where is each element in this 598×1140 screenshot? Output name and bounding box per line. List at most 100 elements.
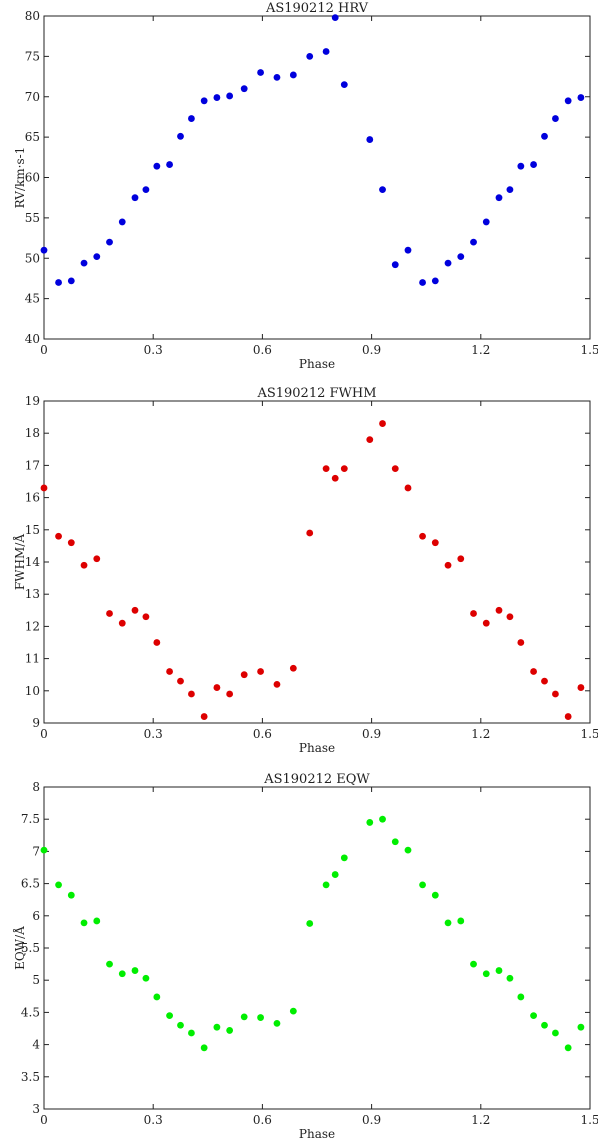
y-axis-label: EQW/Å	[12, 926, 27, 970]
data-point	[166, 1012, 173, 1020]
data-point	[419, 532, 426, 540]
data-point	[541, 132, 548, 140]
x-tick-label: 1.5	[580, 343, 598, 357]
data-point	[166, 668, 173, 675]
data-point	[55, 881, 62, 889]
y-tick-label: 70	[25, 90, 40, 104]
data-point	[564, 97, 572, 105]
data-point	[142, 974, 150, 982]
data-point	[331, 871, 339, 878]
data-point	[552, 115, 559, 122]
y-tick-label: 7.5	[21, 812, 40, 826]
data-point	[153, 993, 161, 1001]
data-point	[552, 690, 559, 698]
data-point	[564, 1044, 572, 1052]
data-point	[517, 639, 525, 646]
data-point	[188, 1029, 195, 1037]
x-tick-label: 1.2	[471, 727, 490, 741]
data-point	[131, 967, 139, 974]
data-point	[188, 115, 195, 122]
data-point	[366, 436, 374, 444]
data-point	[40, 484, 48, 492]
data-point	[240, 671, 248, 679]
data-point	[431, 891, 439, 899]
data-point	[577, 684, 585, 691]
x-tick-label: 0.9	[362, 727, 381, 741]
data-point	[506, 974, 514, 982]
data-point	[541, 1021, 548, 1029]
data-point	[391, 261, 399, 269]
data-point	[200, 1044, 208, 1052]
y-tick-label: 15	[25, 523, 40, 537]
data-point	[530, 161, 537, 168]
data-point	[366, 819, 374, 826]
data-point	[517, 162, 525, 170]
data-point	[340, 854, 348, 862]
data-point	[482, 970, 490, 978]
x-tick-label: 1.2	[471, 1113, 490, 1127]
data-point	[200, 713, 208, 720]
data-point	[67, 277, 75, 285]
y-tick-label: 18	[25, 426, 40, 440]
data-point	[153, 162, 161, 170]
data-point	[404, 484, 412, 492]
chart-eqw: 0 0.3 0.6 0.9 1.2 1.5 3 3.5 4 4.5 5 5.5 6 6.5 7 7.5 8 AS1…	[12, 772, 598, 1140]
data-point	[306, 920, 314, 927]
data-point	[93, 555, 101, 563]
data-point	[200, 97, 208, 105]
plot-frame	[43, 786, 591, 1110]
y-tick-label: 12	[25, 619, 40, 633]
data-point	[470, 960, 477, 968]
chart-title: AS190212 HRV	[265, 1, 369, 16]
data-point	[273, 680, 281, 688]
data-point	[306, 52, 314, 60]
data-point	[366, 136, 374, 143]
data-point	[331, 14, 339, 22]
x-tick-label: 0.6	[253, 727, 272, 741]
data-point	[419, 881, 426, 889]
data-point	[289, 664, 297, 672]
data-point	[166, 161, 173, 168]
x-tick-label: 1.5	[580, 1113, 598, 1127]
y-tick-label: 5	[32, 973, 40, 987]
y-tick-label: 50	[25, 251, 40, 265]
data-point	[240, 85, 248, 93]
data-point	[506, 186, 514, 194]
data-point	[118, 619, 126, 627]
data-point	[482, 218, 490, 226]
y-tick-label: 7	[32, 844, 40, 858]
data-point	[142, 613, 150, 621]
x-tick-label: 1.5	[580, 727, 598, 741]
x-tick-label: 0.3	[144, 1113, 163, 1127]
data-point	[273, 73, 281, 81]
x-tick-label: 1.2	[471, 343, 490, 357]
data-point	[80, 259, 88, 267]
y-tick-label: 8	[32, 780, 40, 794]
x-tick-label: 0	[40, 1113, 48, 1127]
y-tick-label: 14	[25, 555, 41, 569]
y-tick-label: 9	[32, 716, 40, 730]
data-point	[106, 960, 113, 968]
data-point	[93, 917, 101, 925]
data-point	[177, 132, 184, 140]
data-point	[444, 919, 452, 927]
data-point	[188, 690, 195, 698]
data-point	[289, 1007, 297, 1015]
data-point	[495, 967, 503, 974]
data-point	[541, 677, 548, 685]
x-tick-label: 0.6	[253, 1113, 272, 1127]
y-tick-label: 6.5	[21, 877, 40, 891]
data-point	[457, 917, 465, 925]
data-point	[257, 1014, 264, 1021]
data-point	[106, 610, 113, 617]
data-point	[470, 238, 477, 246]
chart-title: AS190212 FWHM	[256, 386, 376, 401]
data-point	[226, 1027, 234, 1034]
data-point	[80, 919, 88, 927]
data-point	[55, 279, 62, 286]
data-point	[530, 668, 537, 675]
x-tick-label: 0.3	[144, 727, 163, 741]
data-point	[306, 529, 314, 537]
data-point	[55, 532, 62, 540]
data-point	[517, 993, 525, 1001]
